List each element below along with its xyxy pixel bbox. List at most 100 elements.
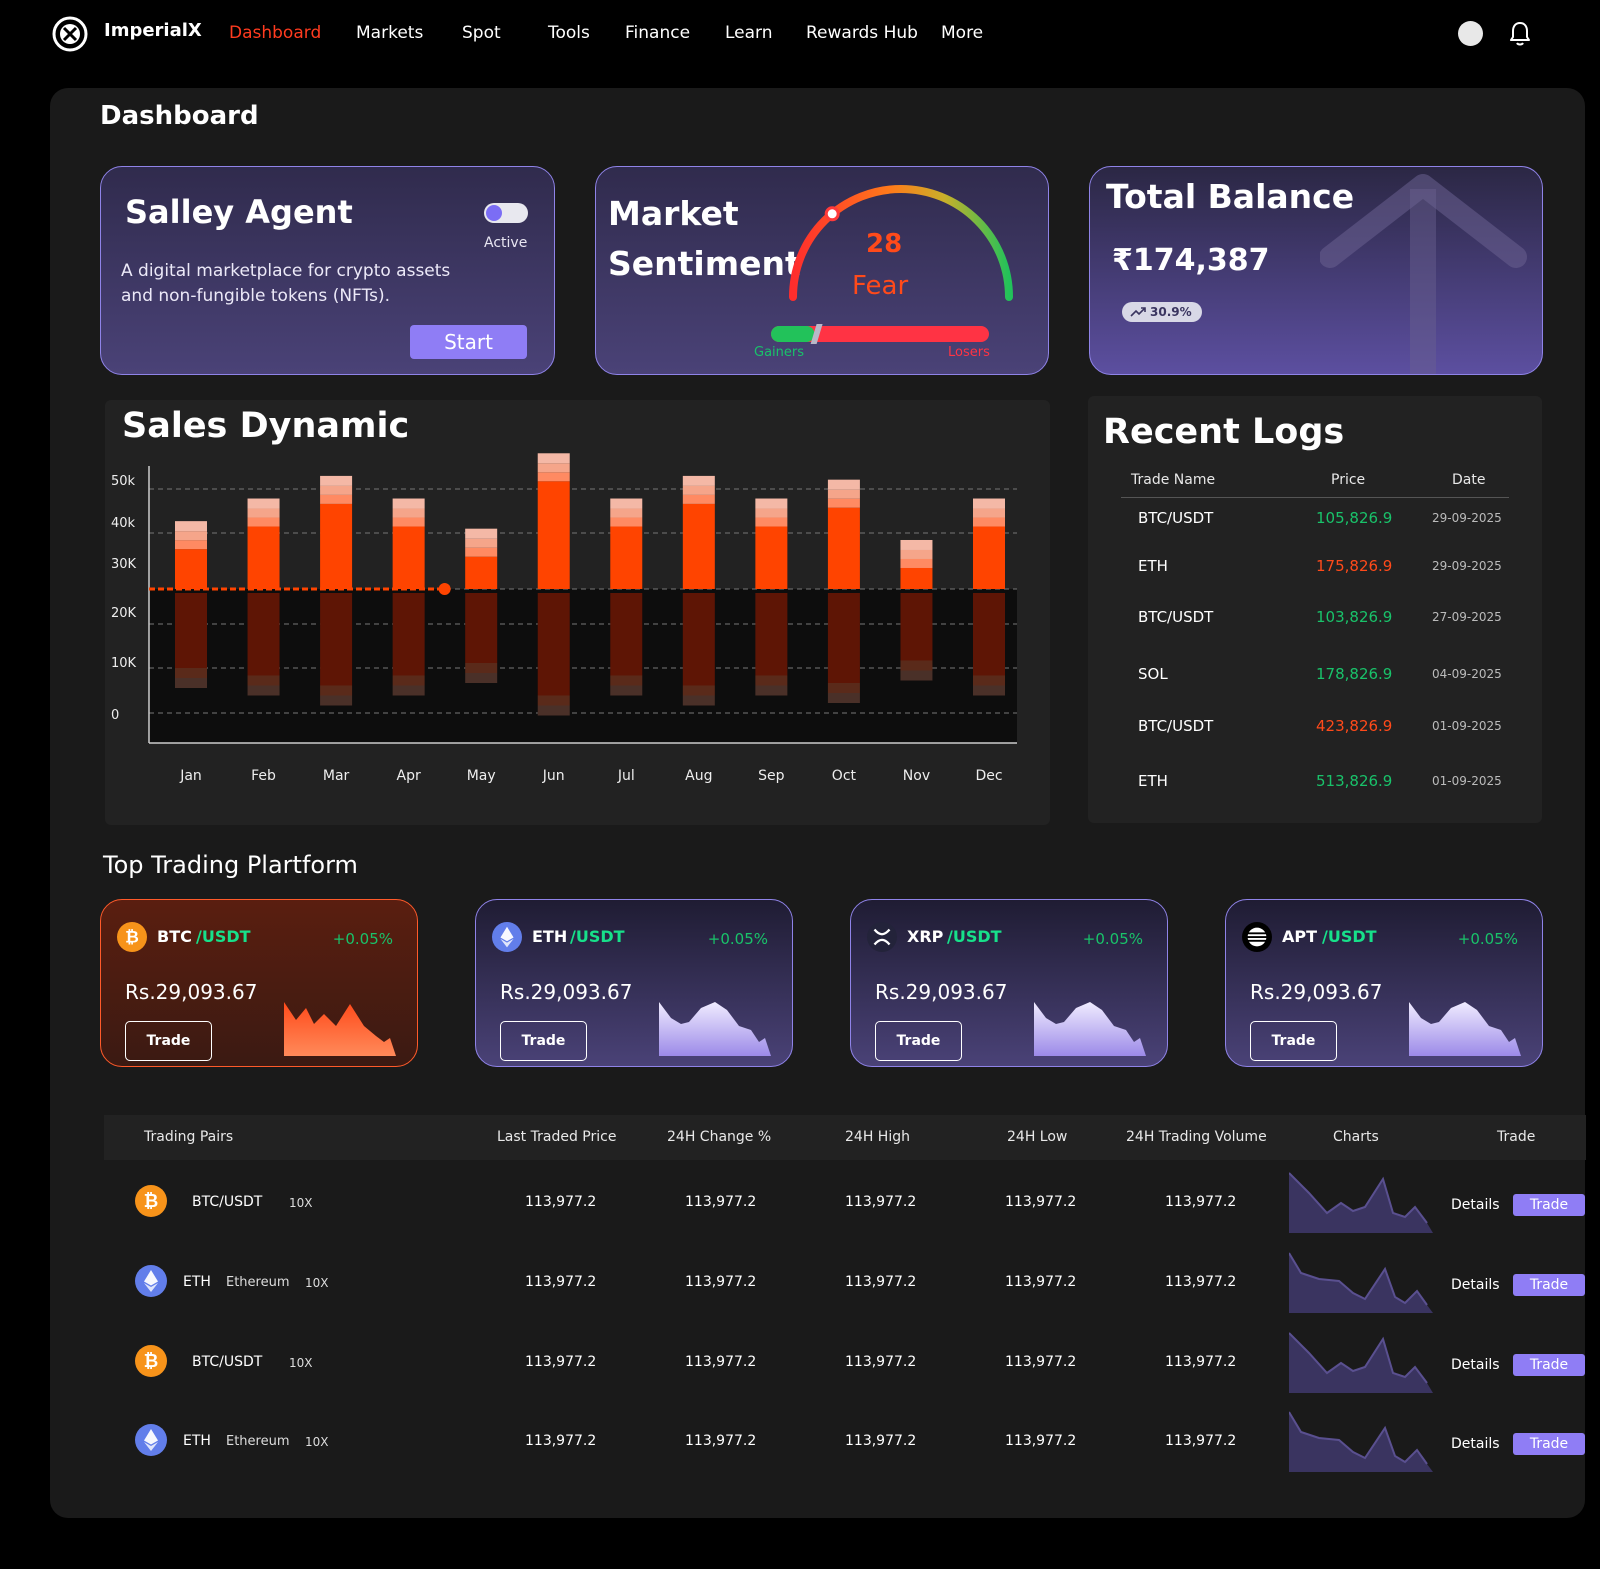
row-leverage: 10X [289,1196,313,1210]
agent-card: Salley Agent Active A digital marketplac… [100,166,555,375]
table-row[interactable]: ₿ BTC/USDT 10X 113,977.2 113,977.2 113,977.2 1… [104,1165,1586,1237]
trade-button[interactable]: Trade [1513,1274,1585,1296]
agent-description: A digital marketplace for crypto assets … [121,261,451,306]
y-tick-label: 40k [111,516,136,531]
pair-price: Rs.29,093.67 [125,980,258,1004]
imperialx-logo-icon[interactable] [52,16,88,52]
bar-band [900,660,933,671]
svg-text:₿: ₿ [144,1351,159,1372]
brand-name[interactable]: ImperialX [104,20,202,41]
row-change: 113,977.2 [685,1274,757,1290]
th-24h-high: 24H High [845,1129,910,1145]
platform-card-btc[interactable]: ₿ BTC/USDT +0.05% Rs.29,093.67 Trade [100,899,418,1067]
bar-lower-aug [682,593,715,686]
bar-upper-mar [320,503,353,589]
trade-button[interactable]: Trade [875,1021,962,1061]
bar-band [900,670,933,681]
bar-band [827,693,860,703]
bar-upper-jan [175,549,207,589]
details-link[interactable]: Details [1451,1197,1500,1213]
nav-finance[interactable]: Finance [625,23,691,43]
x-tick-label: Jan [179,768,202,784]
x-tick-label: Jun [542,768,565,784]
platform-card-apt[interactable]: APT/USDT +0.05% Rs.29,093.67 Trade [1225,899,1543,1067]
th-24h-change: 24H Change % [667,1129,772,1145]
nav-more[interactable]: More [941,23,984,43]
balance-change-badge: 30.9% [1122,302,1202,322]
svg-text:₿: ₿ [144,1191,159,1212]
row-sparkline-line [1289,1172,1428,1224]
pair-change: +0.05% [707,930,768,948]
bell-icon[interactable] [1508,20,1532,48]
bar-band [465,673,498,683]
ethereum-icon [492,922,522,952]
row-sparkline-area [1289,1253,1433,1313]
th-trading-pairs: Trading Pairs [144,1129,234,1145]
th-last-traded-price: Last Traded Price [497,1129,617,1145]
start-button[interactable]: Start [410,325,527,359]
trade-button[interactable]: Trade [1513,1433,1585,1455]
nav-markets[interactable]: Markets [356,23,424,43]
bar-cap [537,453,570,464]
avatar[interactable] [1458,21,1483,46]
x-tick-label: Jul [617,768,635,784]
x-tick-label: Oct [832,768,857,784]
log-date: 27-09-2025 [1432,610,1502,624]
nav-dashboard[interactable]: Dashboard [229,23,322,43]
trade-button[interactable]: Trade [1513,1194,1585,1216]
bar-band [537,472,570,482]
log-trade-name: ETH [1138,772,1168,790]
pair-base: ETH [532,927,568,946]
bar-lower-jun [537,593,570,696]
bar-cap [175,521,207,532]
bar-band [973,517,1005,527]
sentiment-value: 28 [866,229,903,259]
row-sparkline-area [1289,1333,1433,1393]
details-link[interactable]: Details [1451,1436,1500,1452]
ethereum-icon [135,1424,167,1456]
bar-upper-nov [900,567,933,589]
bar-band [465,663,498,673]
row-high: 113,977.2 [845,1433,917,1449]
table-row[interactable]: ETH Ethereum 10X 113,977.2 113,977.2 113,977.… [104,1245,1586,1317]
details-link[interactable]: Details [1451,1357,1500,1373]
sparkline-area [1409,1002,1521,1056]
row-last: 113,977.2 [525,1433,597,1449]
row-last: 113,977.2 [525,1194,597,1210]
bar-band [175,678,207,688]
nav-rewards-hub[interactable]: Rewards Hub [806,23,918,43]
row-volume: 113,977.2 [1165,1194,1237,1210]
top-nav: ImperialX Dashboard Markets Spot Tools F… [0,0,1600,70]
trend-up-icon [1130,307,1146,317]
nav-spot[interactable]: Spot [462,23,501,43]
trade-button[interactable]: Trade [1513,1354,1585,1376]
bar-band [755,675,788,686]
platform-card-xrp[interactable]: XRP/USDT +0.05% Rs.29,093.67 Trade [850,899,1168,1067]
table-row[interactable]: ETH Ethereum 10X 113,977.2 113,977.2 113,977.… [104,1404,1586,1476]
balance-title: Total Balance [1106,177,1355,216]
marker-dot[interactable] [438,583,451,595]
agent-active-toggle[interactable] [484,203,528,223]
x-tick-label: Sep [758,768,785,784]
pair-base: XRP [907,927,944,946]
log-date: 29-09-2025 [1432,559,1502,573]
trade-button[interactable]: Trade [500,1021,587,1061]
bitcoin-icon: ₿ [117,922,147,952]
nav-tools[interactable]: Tools [548,23,590,43]
table-row[interactable]: ₿ BTC/USDT 10X 113,977.2 113,977.2 113,977.2 1… [104,1325,1586,1397]
bar-band [392,675,425,686]
trade-button[interactable]: Trade [1250,1021,1337,1061]
bar-upper-jun [537,481,570,589]
log-trade-name: SOL [1138,665,1168,683]
nav-learn[interactable]: Learn [725,23,773,43]
sentiment-title-line2: Sentiment [608,244,801,283]
platform-card-eth[interactable]: ETH/USDT +0.05% Rs.29,093.67 Trade [475,899,793,1067]
th-charts: Charts [1333,1129,1379,1145]
row-leverage: 10X [305,1435,329,1449]
details-link[interactable]: Details [1451,1277,1500,1293]
bar-band [682,494,715,504]
bar-band [973,685,1005,696]
trade-button[interactable]: Trade [125,1021,212,1061]
row-sparkline-chart [1289,1252,1433,1313]
ethereum-icon [135,1265,167,1297]
